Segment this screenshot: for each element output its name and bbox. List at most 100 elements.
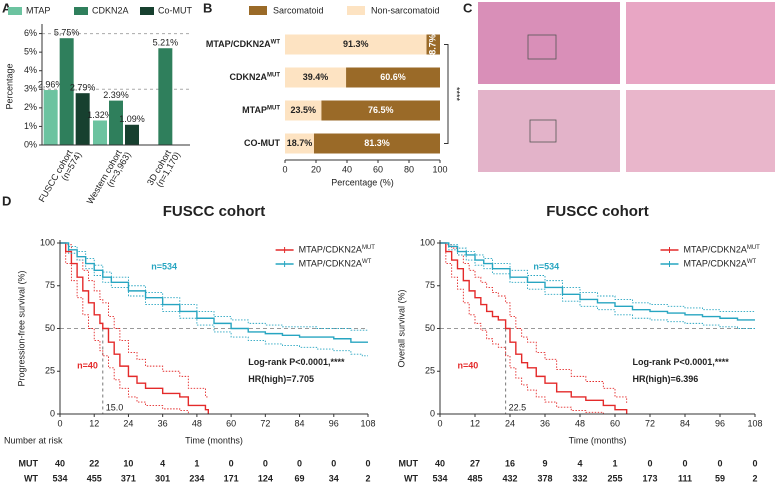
risk-count: 0	[229, 458, 234, 468]
value-label: 91.3%	[343, 39, 369, 49]
confidence-band	[440, 242, 627, 415]
risk-count: 0	[752, 458, 757, 468]
histology-panel: C	[463, 0, 775, 172]
x-tick-label: 48	[192, 418, 202, 428]
risk-count: 378	[537, 473, 552, 483]
survival-curve	[60, 242, 368, 343]
legend-swatch	[74, 7, 88, 15]
risk-count: 59	[715, 473, 725, 483]
risk-count: 4	[160, 458, 165, 468]
risk-count: 16	[505, 458, 515, 468]
risk-count: 0	[263, 458, 268, 468]
risk-count: 2	[752, 473, 757, 483]
bar	[43, 90, 58, 145]
risk-count: 22	[89, 458, 99, 468]
y-tick-label: 100	[40, 237, 55, 247]
superscript: WT	[271, 39, 281, 45]
y-tick-label: MTAP/CDKN2AWT	[206, 39, 281, 49]
risk-count: 234	[189, 473, 204, 483]
y-tick-label: 6%	[24, 28, 37, 38]
x-tick-label: 12	[89, 418, 99, 428]
x-tick-label: 24	[123, 418, 133, 428]
x-axis-label: Time (months)	[569, 435, 627, 445]
value-label: 60.6%	[380, 72, 406, 82]
superscript: MUT	[267, 105, 280, 111]
risk-count: 534	[432, 473, 447, 483]
x-tick-label: 84	[680, 418, 690, 428]
value-label: 39.4%	[303, 72, 329, 82]
x-tick-label: 72	[260, 418, 270, 428]
y-tick-label: MTAPMUT	[242, 105, 280, 115]
bar	[59, 38, 74, 145]
risk-count: 173	[642, 473, 657, 483]
annotation: n=534	[151, 261, 177, 271]
bar	[75, 93, 90, 145]
legend-label: Co-MUT	[158, 5, 192, 15]
x-tick-label: 24	[505, 418, 515, 428]
x-axis-label: Time (months)	[185, 435, 243, 445]
bar-segment	[313, 133, 440, 154]
y-tick-label: 50	[425, 323, 435, 333]
x-tick-label: 20	[311, 164, 321, 174]
y-tick-label: 75	[425, 280, 435, 290]
y-tick-label: 4%	[24, 65, 37, 75]
y-axis-label: Progression-free survival (%)	[16, 270, 26, 386]
annotation: n=40	[458, 360, 479, 370]
risk-count: 534	[52, 473, 67, 483]
risk-count: 111	[678, 473, 692, 483]
x-tick-label: 0	[57, 418, 62, 428]
risk-count: 10	[123, 458, 133, 468]
risk-count: 9	[542, 458, 547, 468]
y-axis-label: Overall survival (%)	[396, 289, 406, 367]
superscript: WT	[747, 259, 757, 265]
legend-swatch	[249, 6, 267, 15]
value-label: 1.09%	[119, 114, 145, 124]
bar-segment	[285, 34, 427, 55]
risk-count: 171	[224, 473, 239, 483]
x-tick-label: 60	[610, 418, 620, 428]
risk-count: 432	[502, 473, 517, 483]
risk-count: 27	[470, 458, 480, 468]
superscript: MUT	[747, 245, 760, 251]
risk-count: 0	[297, 458, 302, 468]
risk-count: 0	[682, 458, 687, 468]
risk-count: 332	[572, 473, 587, 483]
panel-label: A	[2, 0, 12, 15]
y-tick-label: 75	[45, 280, 55, 290]
y-tick-label: 50	[45, 323, 55, 333]
annotation: n=534	[533, 261, 559, 271]
legend-swatch	[347, 6, 365, 15]
confidence-band	[60, 242, 368, 331]
median-label: 22.5	[509, 402, 527, 412]
x-axis-label: Percentage (%)	[331, 177, 394, 187]
annotation: Log-rank P<0.0001,****	[633, 357, 730, 367]
bar	[158, 48, 173, 145]
value-label: 1.32%	[87, 110, 113, 120]
confidence-band	[60, 242, 209, 398]
risk-row-label: MUT	[399, 458, 419, 468]
value-label: 23.5%	[290, 105, 316, 115]
chart-title: FUSCC cohort	[546, 203, 649, 220]
legend-label: MTAP	[26, 5, 50, 15]
risk-count: 0	[331, 458, 336, 468]
risk-table-title: Number at risk	[4, 435, 63, 445]
panel-label: D	[2, 193, 11, 208]
x-tick-label: 36	[158, 418, 168, 428]
bar-segment	[426, 34, 440, 55]
value-label: 2.96%	[38, 79, 64, 89]
survival-curve	[440, 242, 755, 321]
bar-segment	[321, 100, 440, 121]
risk-count: 40	[435, 458, 445, 468]
y-tick-label: 25	[45, 366, 55, 376]
y-tick-label: CDKN2AMUT	[229, 72, 280, 82]
risk-count: 371	[121, 473, 136, 483]
x-tick-label: 60	[373, 164, 383, 174]
x-tick-label: 40	[342, 164, 352, 174]
x-tick-label: 12	[470, 418, 480, 428]
bar	[109, 100, 123, 145]
annotation: ****	[452, 87, 462, 102]
value-label: 5.75%	[54, 28, 80, 38]
legend-label: Sarcomatoid	[273, 5, 324, 15]
x-tick-label: 0	[282, 164, 287, 174]
y-tick-label: 5%	[24, 47, 37, 57]
